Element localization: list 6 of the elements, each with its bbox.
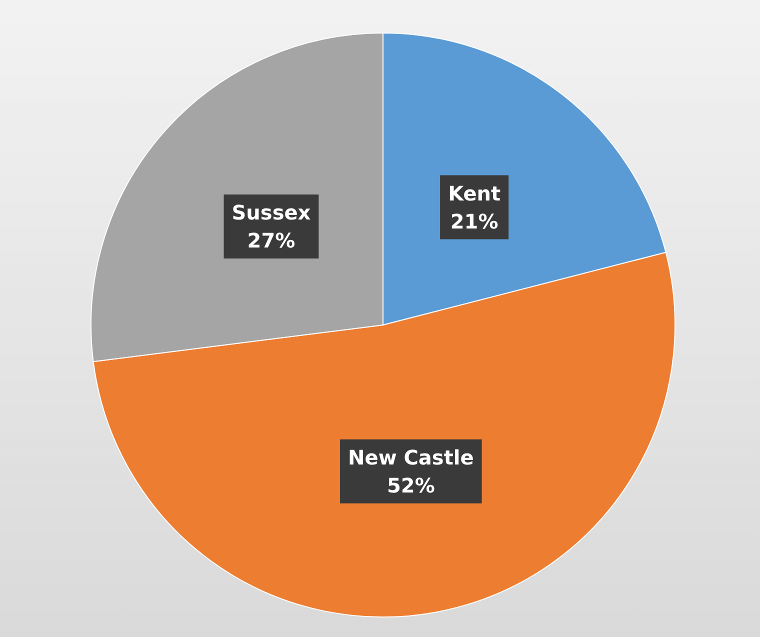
data-label: 27% <box>247 228 296 252</box>
data-label: 21% <box>450 209 498 234</box>
slice-label: Kent <box>448 181 502 206</box>
slice-label: Sussex <box>232 200 311 224</box>
data-label: 52% <box>386 473 435 498</box>
slice-label: New Castle <box>348 445 474 470</box>
